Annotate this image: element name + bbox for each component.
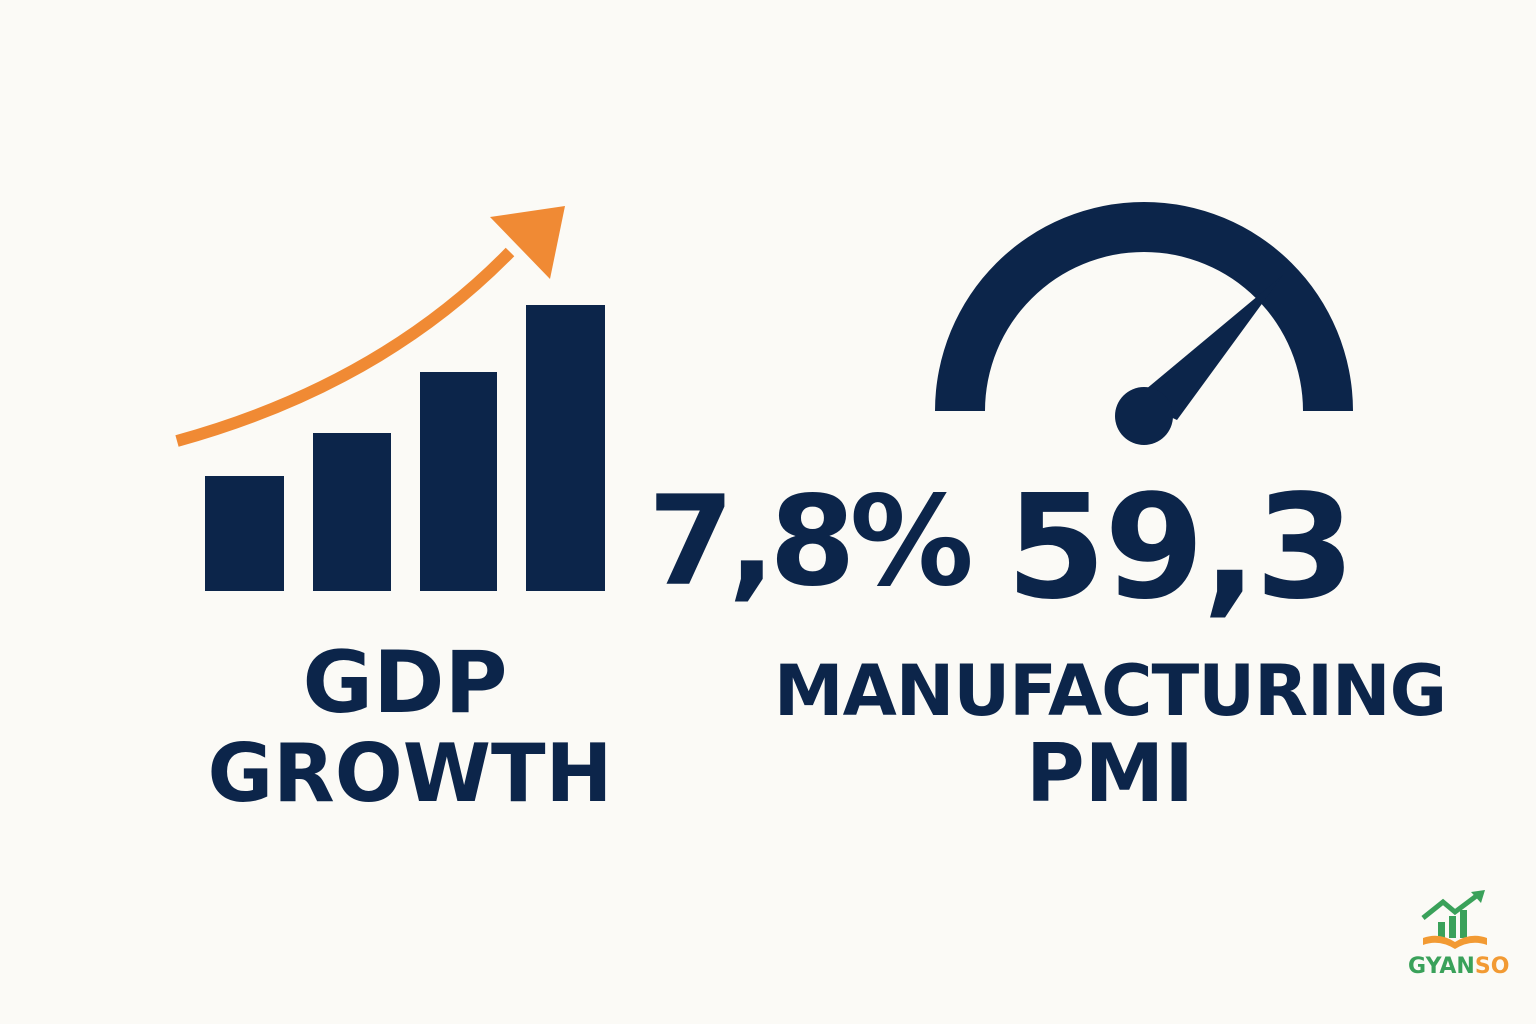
pmi-label-line2: PMI [1025, 727, 1194, 820]
brand-text-part2: SO [1474, 954, 1510, 979]
gdp-label-line1: GDP [302, 633, 508, 733]
book-growth-chart-logo-icon [1421, 890, 1487, 949]
bar-4 [526, 305, 605, 591]
bar-2 [313, 433, 391, 591]
gdp-growth-value: 7,8% [648, 470, 974, 614]
logo-book [1423, 935, 1487, 949]
logo-trend-line [1421, 892, 1481, 920]
gauge-hub [1115, 387, 1173, 445]
logo-trend-arrowhead [1471, 890, 1485, 903]
manufacturing-pmi-value: 59,3 [1006, 463, 1355, 631]
gdp-label-line2: GROWTH [207, 727, 613, 820]
brand-wordmark: GYANSO [1408, 956, 1509, 978]
brand-text-part1: GYAN [1408, 954, 1475, 979]
gauge-needle [1133, 275, 1283, 420]
gauge-arc [935, 202, 1353, 411]
bar-1 [205, 476, 284, 591]
logo-bar-1 [1438, 922, 1445, 938]
rising-arrow-head [490, 206, 565, 279]
rising-arrow-shaft [175, 247, 515, 447]
bar-3 [420, 372, 497, 591]
pmi-label-line1: MANUFACTURING [773, 650, 1447, 732]
logo-bar-3 [1460, 910, 1467, 938]
logo-bar-2 [1449, 916, 1456, 938]
